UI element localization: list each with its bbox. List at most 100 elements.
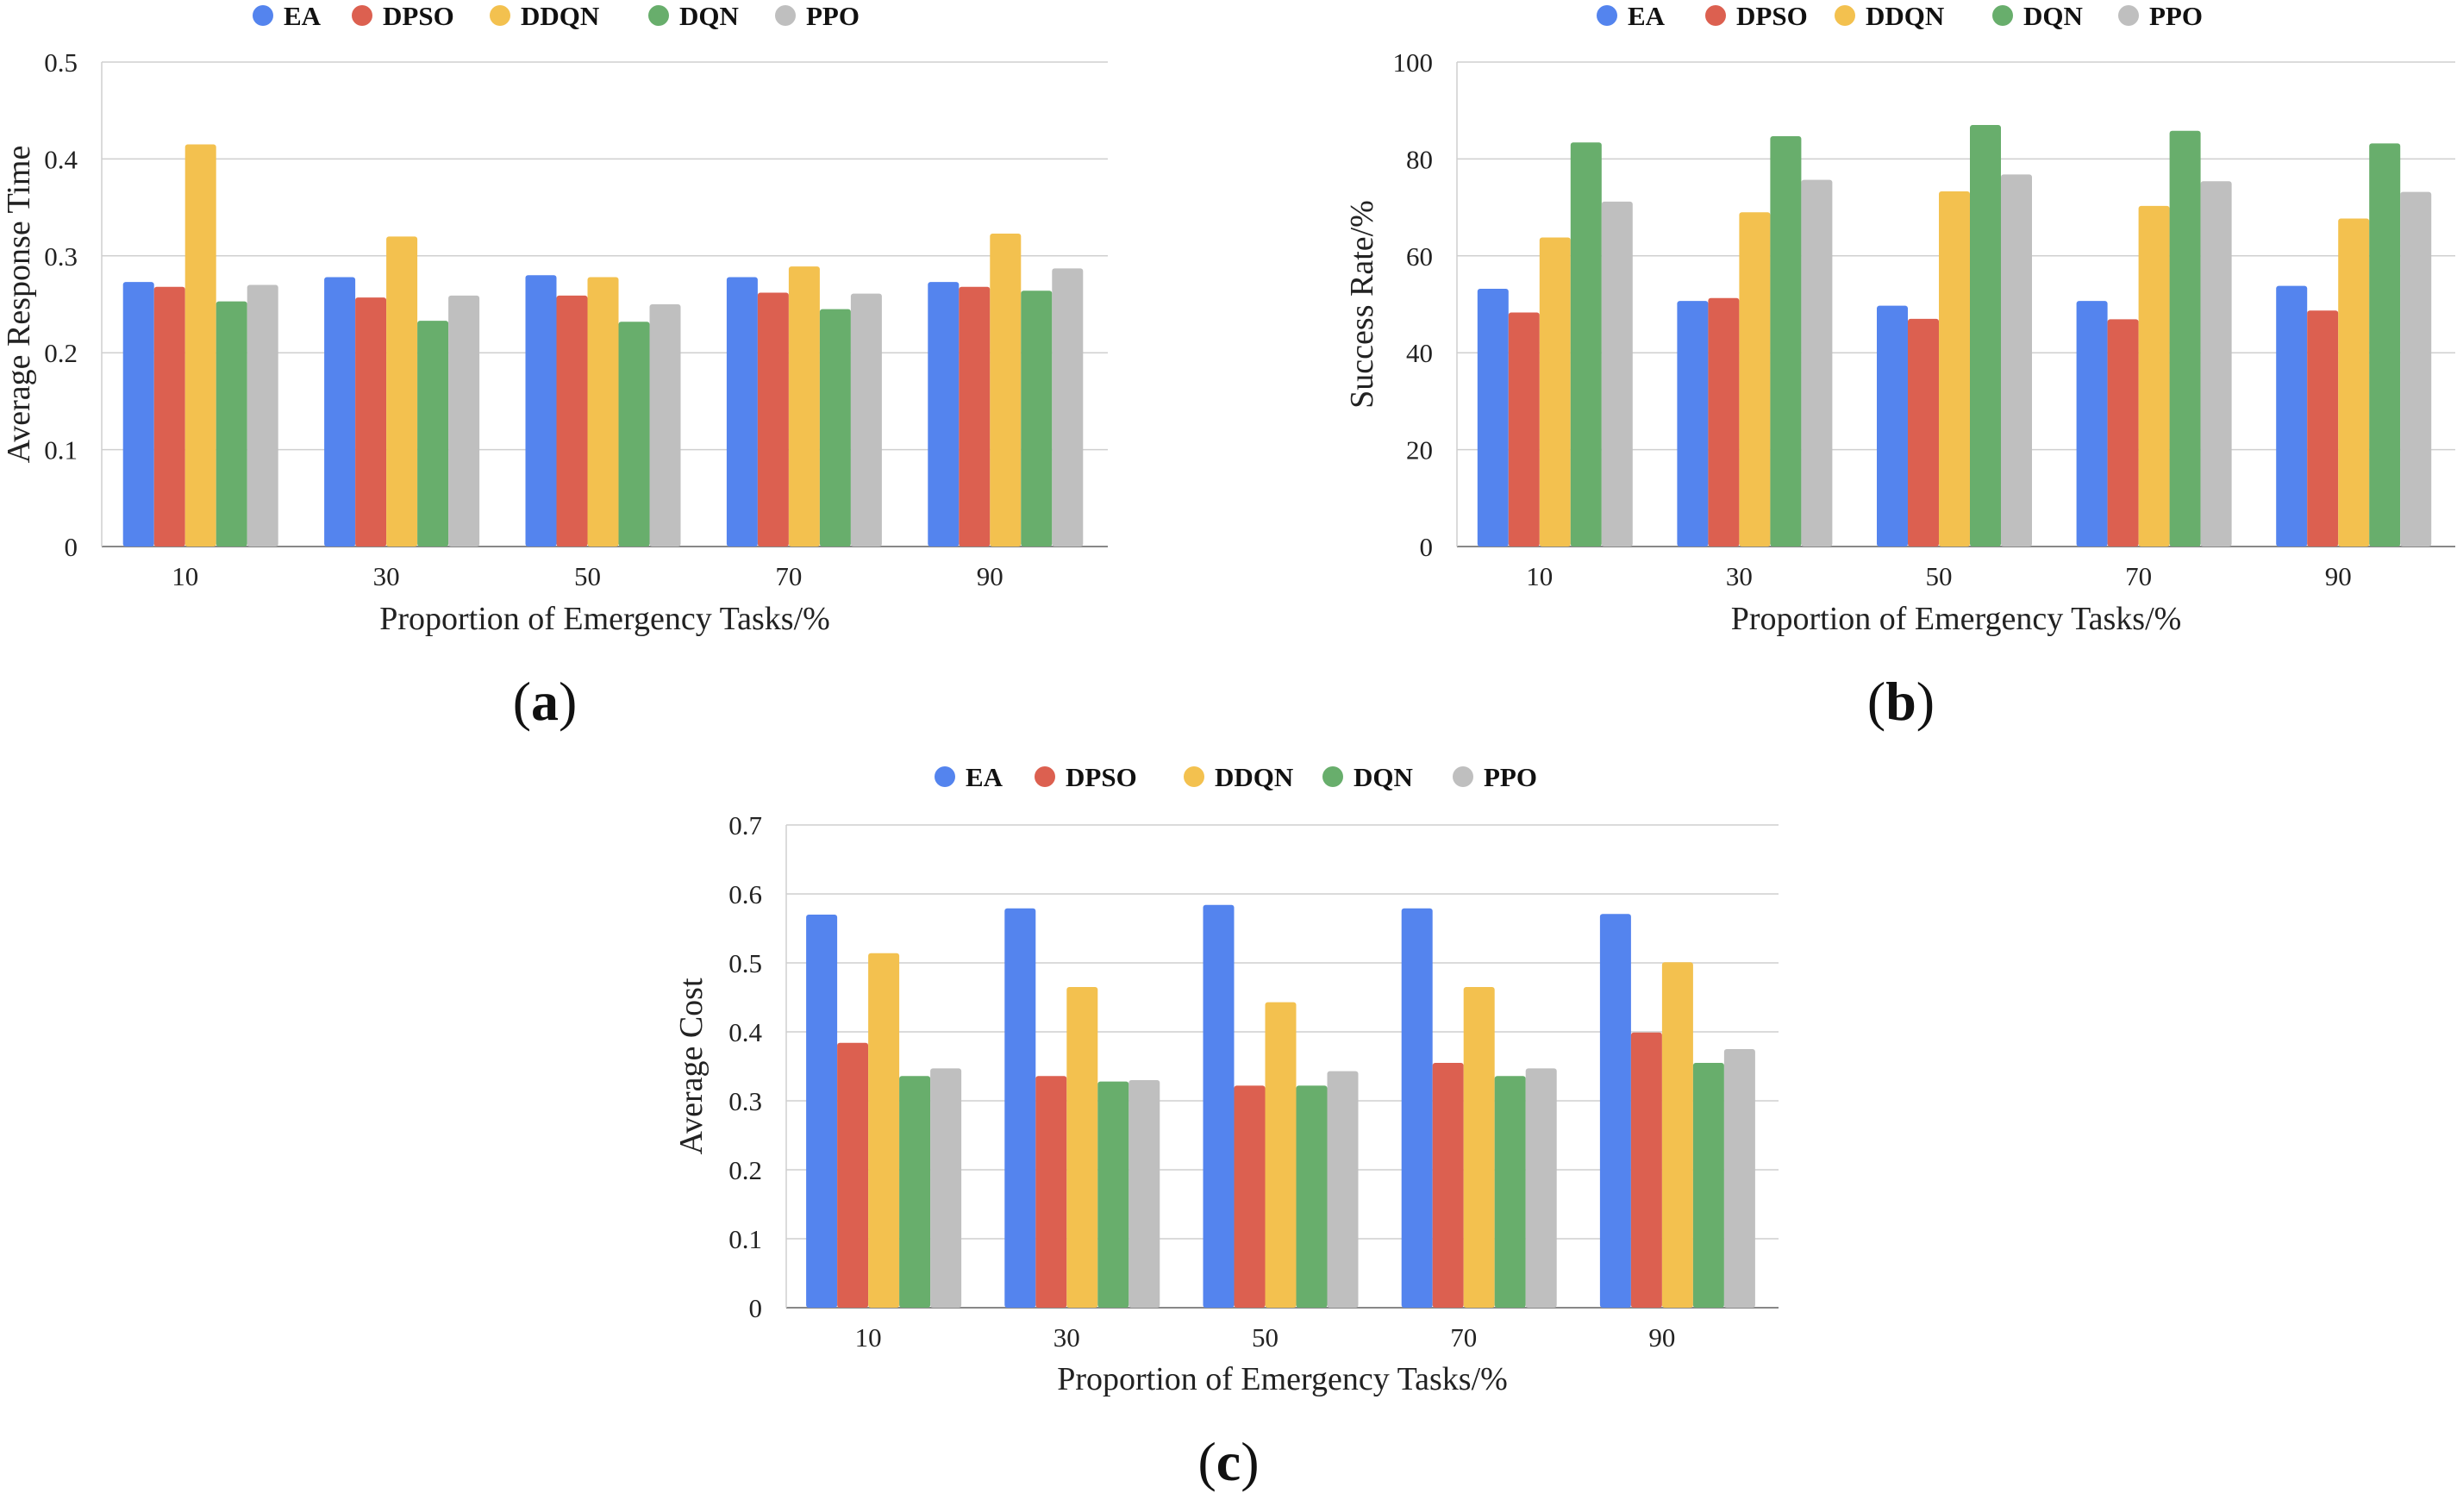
y-axis-title: Average Cost <box>673 978 710 1155</box>
bar-ppo-50 <box>2001 174 2032 547</box>
x-axis-title: Proportion of Emergency Tasks/% <box>1731 601 2182 637</box>
bar-ea-70 <box>726 277 758 547</box>
bar-ppo-70 <box>1525 1068 1557 1308</box>
bar-dpso-30 <box>1708 297 1740 547</box>
bar-ea-30 <box>1004 908 1036 1308</box>
bar-ea-10 <box>122 282 154 547</box>
bar-dpso-90 <box>1630 1032 1662 1308</box>
legend-label-ea: EA <box>966 762 1003 792</box>
legend-marker-ddqn <box>1835 5 1855 26</box>
y-axis-title: Average Response Time <box>1 146 37 464</box>
bar-ppo-70 <box>2200 181 2232 547</box>
x-tick-label: 30 <box>1726 561 1753 591</box>
bar-dqn-30 <box>1097 1081 1129 1308</box>
bar-dqn-90 <box>1021 291 1053 547</box>
bar-ddqn-30 <box>386 236 418 547</box>
panel-label-a: (a) <box>513 671 578 732</box>
bar-dpso-90 <box>959 286 991 547</box>
bar-ppo-50 <box>649 304 681 547</box>
legend-label-dpso: DPSO <box>383 1 454 31</box>
x-tick-label: 30 <box>1053 1322 1080 1353</box>
legend-label-dqn: DQN <box>679 1 739 31</box>
y-tick-label: 0 <box>749 1293 763 1323</box>
bar-dqn-70 <box>819 309 851 547</box>
bar-ddqn-50 <box>1939 191 1970 547</box>
legend-label-dqn: DQN <box>1354 762 1413 792</box>
bar-ppo-90 <box>1052 268 1084 547</box>
legend-marker-dqn <box>648 5 669 26</box>
legend-label-ea: EA <box>284 1 322 31</box>
x-tick-label: 70 <box>775 561 802 591</box>
bar-ppo-70 <box>850 293 882 547</box>
legend-marker-ppo <box>2118 5 2139 26</box>
bar-ppo-90 <box>2400 191 2432 547</box>
panel-label-b: (b) <box>1867 671 1935 732</box>
y-tick-label: 80 <box>1406 144 1433 174</box>
bar-ea-10 <box>1477 289 1509 547</box>
y-tick-label: 0.1 <box>728 1224 762 1254</box>
bar-dqn-70 <box>2169 130 2201 547</box>
legend: EA DPSO DDQN DQN PPO <box>1597 1 2203 31</box>
bar-dqn-30 <box>417 321 449 547</box>
bar-dpso-10 <box>1508 312 1540 547</box>
bar-dpso-30 <box>355 297 387 547</box>
y-tick-label: 0.1 <box>44 435 78 465</box>
legend-marker-ppo <box>775 5 796 26</box>
y-tick-label: 0 <box>65 532 78 562</box>
bar-dqn-10 <box>216 301 247 547</box>
legend-marker-dpso <box>352 5 372 26</box>
legend-label-dqn: DQN <box>2023 1 2083 31</box>
y-tick-label: 100 <box>1393 47 1434 78</box>
bar-dpso-90 <box>2307 310 2339 547</box>
bar-dqn-90 <box>2369 143 2401 547</box>
x-tick-label: 50 <box>1252 1322 1279 1353</box>
bar-dqn-50 <box>1970 125 2001 547</box>
y-tick-label: 0.6 <box>728 879 762 909</box>
bar-ddqn-30 <box>1066 987 1098 1308</box>
y-tick-label: 60 <box>1406 241 1433 272</box>
bar-ddqn-70 <box>2138 205 2170 547</box>
bar-dpso-50 <box>556 295 588 547</box>
bar-ea-50 <box>1203 904 1235 1308</box>
legend-label-ppo: PPO <box>806 1 860 31</box>
bar-ppo-30 <box>1801 179 1833 547</box>
legend-marker-ea <box>1597 5 1617 26</box>
bar-ddqn-90 <box>2338 218 2370 547</box>
legend: EA DPSO DDQN DQN PPO <box>935 762 1537 792</box>
x-tick-label: 50 <box>1926 561 1953 591</box>
y-tick-label: 0.3 <box>44 241 78 272</box>
legend-marker-ea <box>935 766 955 787</box>
y-tick-label: 0.2 <box>44 338 78 368</box>
bar-dpso-10 <box>153 286 185 547</box>
bar-ppo-50 <box>1327 1071 1359 1308</box>
bar-dpso-30 <box>1035 1076 1067 1308</box>
bar-ea-90 <box>1599 914 1631 1308</box>
bar-dqn-30 <box>1770 135 1802 547</box>
x-tick-label: 90 <box>1648 1322 1675 1353</box>
bar-ppo-90 <box>1723 1049 1755 1308</box>
legend-label-dpso: DPSO <box>1066 762 1137 792</box>
y-tick-label: 0 <box>1420 532 1434 562</box>
bar-ppo-10 <box>1601 201 1633 547</box>
bar-ea-70 <box>1401 908 1433 1308</box>
bar-dqn-90 <box>1692 1063 1724 1308</box>
x-tick-label: 70 <box>1450 1322 1477 1353</box>
y-tick-label: 0.5 <box>44 47 78 78</box>
bar-ddqn-10 <box>1539 237 1571 547</box>
bar-ea-30 <box>1677 301 1709 547</box>
bar-ddqn-70 <box>1463 987 1495 1308</box>
legend-marker-dqn <box>1322 766 1343 787</box>
legend-label-ea: EA <box>1628 1 1666 31</box>
x-axis-title: Proportion of Emergency Tasks/% <box>1057 1361 1508 1397</box>
bar-ea-90 <box>928 282 960 547</box>
bar-ppo-30 <box>448 295 480 547</box>
legend-marker-dpso <box>1035 766 1055 787</box>
bar-ppo-10 <box>930 1068 962 1308</box>
bar-dqn-50 <box>1296 1085 1328 1308</box>
bar-ea-50 <box>525 275 557 547</box>
x-tick-label: 10 <box>855 1322 882 1353</box>
legend-marker-ddqn <box>1184 766 1204 787</box>
bar-dpso-70 <box>2107 319 2139 547</box>
legend-marker-ddqn <box>490 5 510 26</box>
bar-ddqn-90 <box>1661 962 1693 1308</box>
